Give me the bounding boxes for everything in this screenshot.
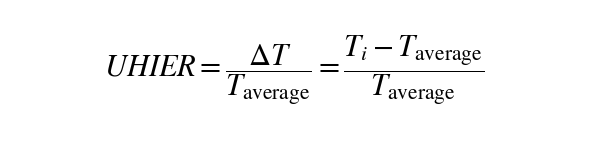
Text: $\mathit{UHIER} = \dfrac{\Delta T}{T_{\mathrm{average}}} = \dfrac{T_i - T_{\math: $\mathit{UHIER} = \dfrac{\Delta T}{T_{\m… bbox=[104, 33, 485, 107]
